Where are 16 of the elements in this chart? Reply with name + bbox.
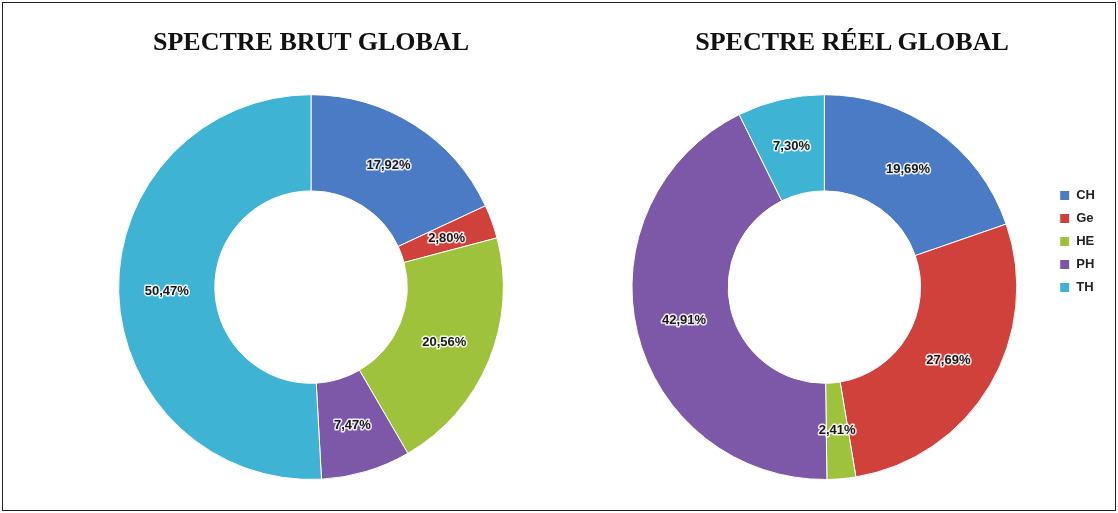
data-label: 19,69% — [885, 161, 931, 177]
data-label: 50,47% — [144, 282, 190, 298]
data-label: 17,92% — [366, 156, 412, 172]
data-label: 2,80% — [428, 229, 466, 245]
data-label: 27,69% — [926, 352, 971, 368]
legend-label: Ge — [1076, 210, 1094, 226]
data-label: 7,30% — [773, 138, 811, 154]
data-label: 20,56% — [422, 333, 467, 349]
data-label: 7,47% — [333, 416, 372, 432]
legend-label: CH — [1076, 187, 1095, 203]
legend-label: PH — [1076, 256, 1095, 272]
legend-label: HE — [1076, 233, 1095, 249]
legend-label: TH — [1076, 279, 1094, 295]
chart-title: SPECTRE RÉEL GLOBAL — [695, 27, 1009, 57]
chart-title: SPECTRE BRUT GLOBAL — [153, 27, 469, 57]
data-label: 42,91% — [662, 312, 707, 328]
